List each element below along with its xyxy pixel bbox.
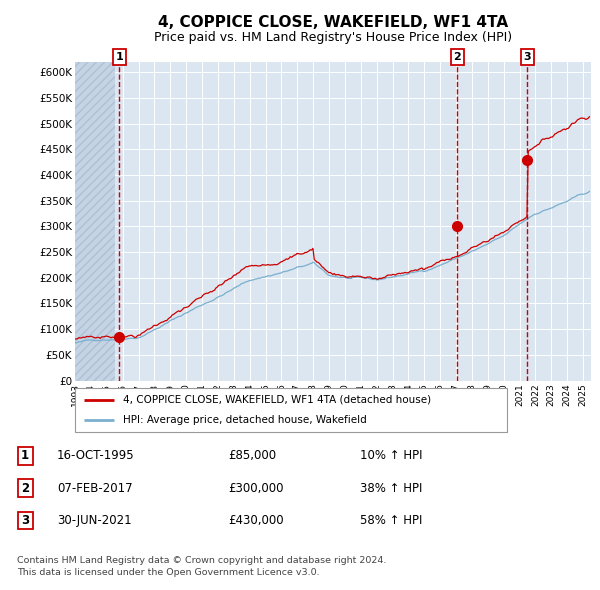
Text: HPI: Average price, detached house, Wakefield: HPI: Average price, detached house, Wake… bbox=[122, 415, 366, 425]
FancyBboxPatch shape bbox=[17, 512, 33, 529]
FancyBboxPatch shape bbox=[75, 388, 507, 432]
Text: 16-OCT-1995: 16-OCT-1995 bbox=[57, 449, 134, 463]
Text: 3: 3 bbox=[524, 52, 531, 62]
Text: 3: 3 bbox=[21, 514, 29, 527]
Text: 07-FEB-2017: 07-FEB-2017 bbox=[57, 481, 133, 495]
Text: Price paid vs. HM Land Registry's House Price Index (HPI): Price paid vs. HM Land Registry's House … bbox=[154, 31, 512, 44]
Text: 2: 2 bbox=[454, 52, 461, 62]
Text: 58% ↑ HPI: 58% ↑ HPI bbox=[360, 514, 422, 527]
Text: 2: 2 bbox=[21, 481, 29, 495]
Text: 30-JUN-2021: 30-JUN-2021 bbox=[57, 514, 131, 527]
Text: 38% ↑ HPI: 38% ↑ HPI bbox=[360, 481, 422, 495]
Text: 10% ↑ HPI: 10% ↑ HPI bbox=[360, 449, 422, 463]
Text: 1: 1 bbox=[21, 449, 29, 463]
FancyBboxPatch shape bbox=[17, 480, 33, 497]
Text: Contains HM Land Registry data © Crown copyright and database right 2024.
This d: Contains HM Land Registry data © Crown c… bbox=[17, 556, 386, 577]
Text: 1: 1 bbox=[115, 52, 123, 62]
FancyBboxPatch shape bbox=[17, 447, 33, 464]
Text: £300,000: £300,000 bbox=[228, 481, 284, 495]
Bar bbox=[75, 62, 115, 381]
Text: £85,000: £85,000 bbox=[228, 449, 276, 463]
Text: 4, COPPICE CLOSE, WAKEFIELD, WF1 4TA: 4, COPPICE CLOSE, WAKEFIELD, WF1 4TA bbox=[158, 15, 508, 30]
Text: 4, COPPICE CLOSE, WAKEFIELD, WF1 4TA (detached house): 4, COPPICE CLOSE, WAKEFIELD, WF1 4TA (de… bbox=[122, 395, 431, 405]
Text: £430,000: £430,000 bbox=[228, 514, 284, 527]
